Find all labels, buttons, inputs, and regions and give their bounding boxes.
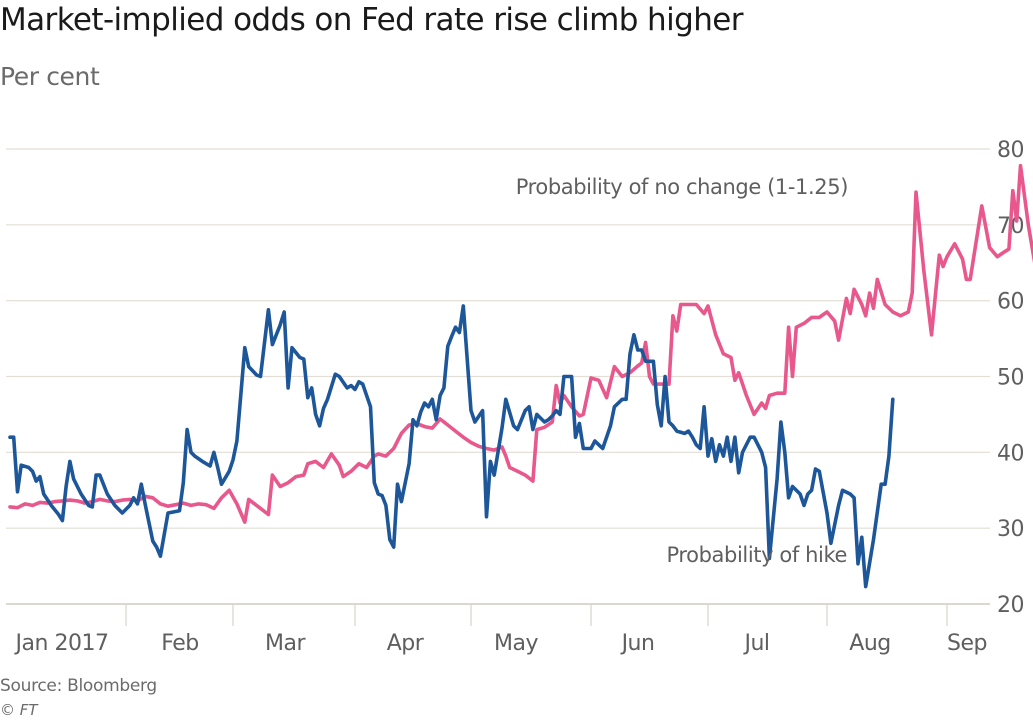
x-tick-label: Mar: [265, 631, 306, 656]
series-line-no-change: [8, 163, 1033, 524]
x-axis: Jan 2017 Feb Mar Apr May Jun Jul Aug Sep: [14, 604, 987, 656]
x-tick-label: Jan 2017: [14, 631, 109, 656]
y-tick-label: 60: [997, 290, 1024, 315]
gridlines: [6, 148, 990, 605]
x-tick-label: Jul: [742, 631, 769, 656]
x-tick-label: Aug: [849, 631, 890, 656]
x-tick-label: Apr: [387, 631, 425, 656]
series-line-hike: [8, 304, 895, 589]
x-tick-label: May: [494, 631, 538, 656]
annotation-no-change: Probability of no change (1-1.25): [516, 175, 848, 199]
x-tick-label: Feb: [161, 631, 198, 656]
annotation-hike: Probability of hike: [667, 543, 847, 567]
credit-note: © FT: [0, 701, 38, 719]
chart-title: Market-implied odds on Fed rate rise cli…: [0, 2, 743, 38]
series-group: [8, 163, 1033, 589]
chart-subtitle: Per cent: [0, 62, 100, 91]
y-tick-label: 30: [997, 517, 1024, 542]
y-tick-label: 80: [997, 138, 1024, 163]
x-tick-label: Jun: [620, 631, 655, 656]
source-note: Source: Bloomberg: [0, 676, 157, 696]
y-tick-label: 40: [997, 441, 1024, 466]
y-tick-label: 20: [997, 593, 1024, 618]
x-tick-label: Sep: [947, 631, 987, 656]
y-tick-label: 50: [997, 366, 1024, 391]
annotations: Probability of no change (1-1.25) Probabi…: [516, 175, 849, 567]
